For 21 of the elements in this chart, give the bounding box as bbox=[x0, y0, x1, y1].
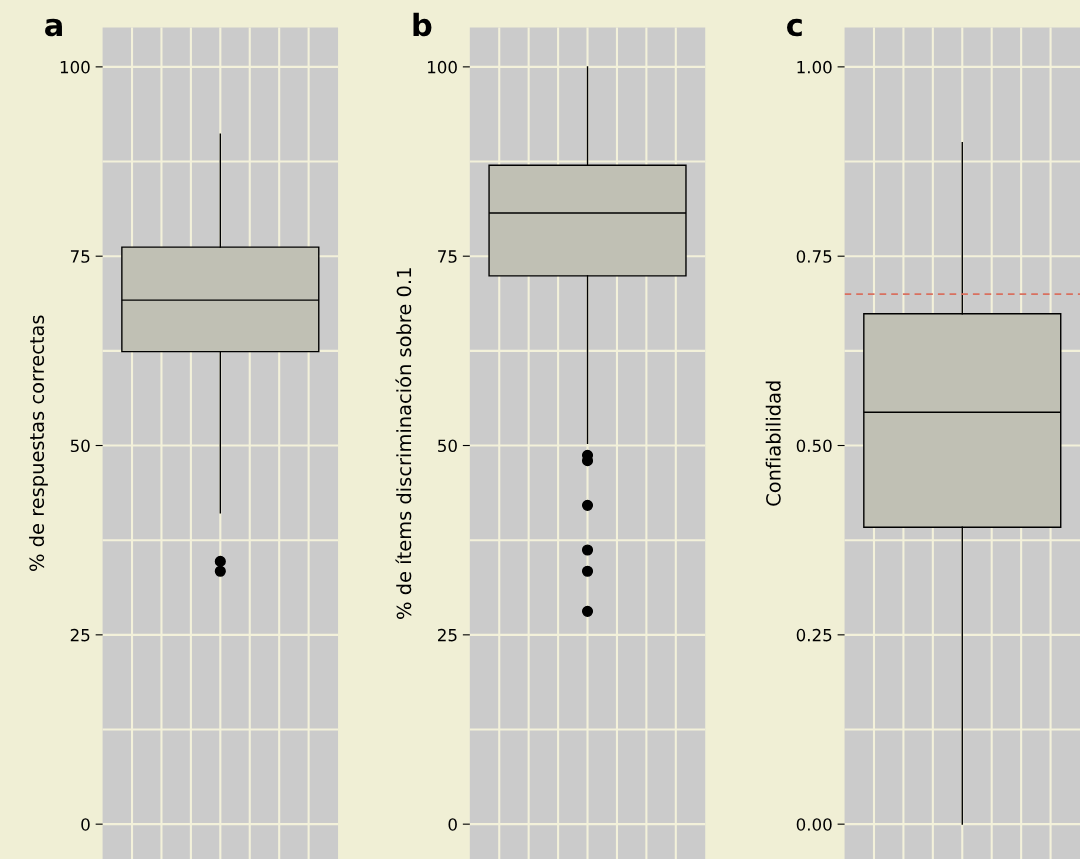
y-tick-label: 1.00 bbox=[797, 60, 832, 74]
y-axis-title: % de respuestas correctas bbox=[29, 315, 48, 571]
y-tick-label: 75 bbox=[438, 250, 457, 263]
chart-title: b bbox=[413, 12, 432, 37]
y-tick-label: 50 bbox=[70, 439, 90, 453]
y-tick-label: 0.50 bbox=[796, 439, 832, 453]
y-tick-label: 25 bbox=[438, 628, 457, 642]
y-tick-label: 50 bbox=[438, 439, 457, 453]
y-tick-label: 100 bbox=[428, 60, 457, 74]
y-axis-title: % de ítems discriminación sobre 0.1 bbox=[395, 268, 412, 619]
y-tick-label: 0.25 bbox=[796, 628, 832, 642]
y-tick-label: 75 bbox=[70, 250, 90, 263]
y-axis-title: Confiabilidad bbox=[765, 381, 781, 506]
y-tick-label: 0 bbox=[81, 818, 90, 831]
y-tick-label: 0.00 bbox=[796, 818, 832, 831]
y-tick-label: 0.75 bbox=[796, 250, 832, 263]
y-tick-label: 100 bbox=[60, 60, 90, 74]
y-tick-label: 0 bbox=[448, 818, 457, 831]
chart-title: c bbox=[787, 18, 802, 37]
y-tick-label: 25 bbox=[70, 628, 90, 642]
chart-title: a bbox=[45, 18, 62, 37]
